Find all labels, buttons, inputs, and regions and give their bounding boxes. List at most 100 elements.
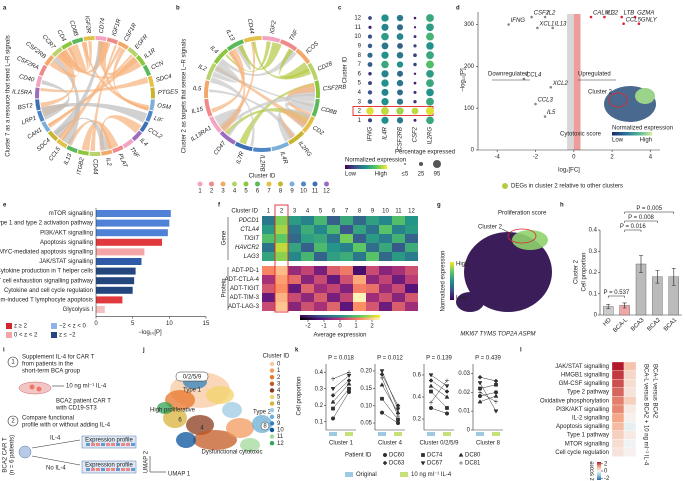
gene-label: IL13 (555, 21, 567, 27)
gene-label: BST2 (18, 103, 34, 111)
colorbar-title: z score (590, 461, 596, 481)
legend-label: 10 (300, 189, 307, 195)
colorbar-label: 0 (604, 469, 608, 475)
dot (381, 98, 389, 106)
marker (494, 382, 498, 387)
heatmap-cell (623, 447, 637, 457)
heatmap-cell (288, 302, 301, 311)
heatmap-cell (288, 275, 301, 284)
dot (367, 34, 373, 39)
arrow (501, 228, 513, 235)
row-label: GM-CSF signalling (559, 381, 609, 387)
legend-label: ≤5 (402, 172, 409, 178)
column-label: 8 (358, 209, 362, 215)
legend-label: 7 (267, 189, 271, 195)
profile-bar (111, 443, 115, 446)
category-label: MYC-mediated apoptosis signalling (0, 249, 93, 255)
y-tick-label: 0 (467, 428, 471, 434)
marker (428, 378, 434, 383)
legend-label: 10 ng ml⁻¹ IL-4 (411, 472, 452, 478)
heatmap-cell (379, 234, 392, 243)
gene-label: IL4 (138, 138, 149, 149)
heatmap-cell (301, 252, 314, 261)
gene-point (507, 23, 510, 26)
panel-title: Cluster 1 (329, 441, 354, 447)
axis-title: UMAP 1 (168, 472, 191, 478)
deg-cloud (567, 14, 574, 150)
sector-arc (41, 121, 51, 133)
gene-label: CD44 (246, 18, 255, 35)
pair-line (430, 380, 448, 392)
gene-label: CSF2RB (24, 41, 46, 60)
heatmap-cell (366, 293, 379, 302)
row-label: Cell cycle regulation (555, 450, 609, 456)
row-label: Oxidative phosphorylation (540, 398, 609, 404)
gene-label: IGF2R (83, 15, 91, 34)
legend-dot (243, 181, 249, 187)
pair-line (430, 407, 448, 414)
category-label: T cell exhaustion signalling pathway (0, 278, 93, 284)
gene-label: IL2RG (297, 141, 313, 159)
marker (396, 414, 400, 419)
x-tick-label: BCA-L (612, 317, 629, 334)
panel-letter: i (3, 348, 5, 354)
heatmap-cell (275, 243, 288, 252)
marker (346, 373, 352, 379)
sector-arc (150, 87, 155, 99)
p-value: P = 0.537 (604, 290, 630, 296)
dish-icon (18, 381, 52, 395)
heatmap-cell (392, 243, 405, 252)
legend-dot (232, 181, 237, 187)
chord-ribbon (277, 108, 311, 142)
heatmap-cell (623, 396, 637, 406)
heatmap-cell (392, 293, 405, 302)
column-label: BCA-L versus BCA2 (651, 364, 657, 419)
row-label: 12 (354, 16, 361, 22)
colorbar-label: Low (612, 138, 624, 144)
inset-umap (635, 88, 655, 104)
sector-arc (295, 48, 311, 65)
colorbar-label: Low (345, 172, 357, 178)
legend-label: 9 (290, 189, 294, 195)
gene-label: SDC4 (36, 137, 52, 153)
sector-arc (314, 80, 320, 99)
profile-bar (131, 468, 135, 471)
column-label: 4 (306, 209, 310, 215)
heatmap-cell (623, 370, 637, 380)
heatmap-cell (327, 225, 340, 234)
chord-ribbon (53, 41, 104, 139)
legend-label: DC81 (465, 461, 481, 467)
legend-label: 1 (277, 368, 281, 374)
panel-letter: k (295, 348, 299, 354)
legend-label: 5 (244, 189, 248, 195)
colorbar-label: 0 (338, 324, 342, 330)
heatmap-cell (353, 284, 366, 293)
legend-dot (418, 161, 424, 167)
marker (428, 405, 434, 411)
heatmap-cell (379, 225, 392, 234)
colorbar (300, 317, 380, 320)
heatmap-cell (392, 234, 405, 243)
row-label: 2 (358, 109, 362, 115)
heatmap-cell (327, 266, 340, 275)
heatmap-cell (611, 447, 625, 457)
legend-label: 2 (277, 375, 281, 381)
heatmap-cell (353, 266, 366, 275)
heatmap-cell (353, 243, 366, 252)
heatmap-cell (392, 252, 405, 261)
heatmap-cell (366, 302, 379, 311)
colorbar-title: Normalized expression (441, 250, 447, 311)
dot (396, 61, 404, 68)
sector-arc (271, 141, 290, 152)
dot (396, 98, 404, 105)
heatmap-cell (379, 293, 392, 302)
legend-label: 3 (221, 189, 225, 195)
heatmap-cell (623, 361, 637, 371)
row-label: PDCD1 (239, 218, 259, 224)
marker (346, 378, 352, 383)
legend-dot (433, 160, 441, 168)
heatmap-cell (366, 275, 379, 284)
gene-point (620, 15, 623, 19)
legend-label: −2 < z < 0 (59, 324, 87, 330)
heatmap-cell (366, 243, 379, 252)
